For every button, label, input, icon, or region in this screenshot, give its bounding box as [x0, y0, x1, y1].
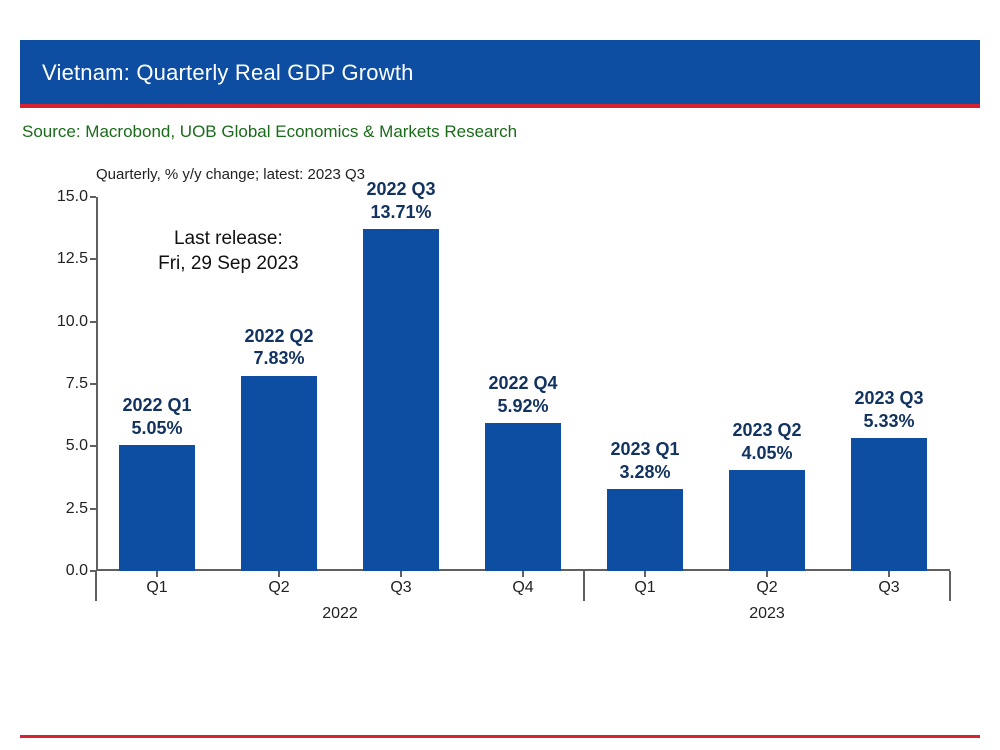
- y-tick-mark: [90, 508, 96, 510]
- x-tick-mark: [888, 571, 890, 577]
- bar-label-top: 2023 Q3: [854, 387, 923, 410]
- x-tick-mark: [156, 571, 158, 577]
- y-tick-mark: [90, 196, 96, 198]
- bar-label-bottom: 5.05%: [122, 417, 191, 440]
- bar: [729, 470, 805, 571]
- x-group-divider: [95, 571, 97, 601]
- bar-value-label: 2022 Q313.71%: [366, 178, 435, 223]
- bar: [363, 229, 439, 571]
- x-tick-mark: [278, 571, 280, 577]
- bar-label-top: 2022 Q3: [366, 178, 435, 201]
- source-line: Source: Macrobond, UOB Global Economics …: [20, 108, 980, 148]
- bar-label-bottom: 7.83%: [244, 347, 313, 370]
- chart-subtitle: Quarterly, % y/y change; latest: 2023 Q3: [20, 148, 980, 183]
- x-tick-mark: [522, 571, 524, 577]
- x-year-label: 2022: [322, 571, 358, 623]
- y-tick-mark: [90, 445, 96, 447]
- bar-label-bottom: 4.05%: [732, 442, 801, 465]
- bar: [119, 445, 195, 571]
- chart-frame: Vietnam: Quarterly Real GDP Growth Sourc…: [0, 0, 1000, 750]
- bar-label-bottom: 5.92%: [488, 395, 557, 418]
- bar: [851, 438, 927, 571]
- x-group-divider: [583, 571, 585, 601]
- bar-label-top: 2022 Q1: [122, 394, 191, 417]
- bar: [241, 376, 317, 571]
- bar-value-label: 2023 Q24.05%: [732, 419, 801, 464]
- y-tick-mark: [90, 383, 96, 385]
- annotation-line2: Fri, 29 Sep 2023: [158, 252, 298, 277]
- bar: [485, 423, 561, 571]
- bar-label-top: 2023 Q2: [732, 419, 801, 442]
- chart-title: Vietnam: Quarterly Real GDP Growth: [42, 60, 414, 85]
- bar-label-bottom: 13.71%: [366, 201, 435, 224]
- bar-label-top: 2022 Q4: [488, 372, 557, 395]
- x-group-divider: [949, 571, 951, 601]
- bar-value-label: 2022 Q15.05%: [122, 394, 191, 439]
- x-year-label: 2023: [749, 571, 785, 623]
- y-tick-mark: [90, 321, 96, 323]
- bar-value-label: 2023 Q13.28%: [610, 438, 679, 483]
- bar-value-label: 2022 Q45.92%: [488, 372, 557, 417]
- bar-label-bottom: 3.28%: [610, 461, 679, 484]
- bar-label-bottom: 5.33%: [854, 410, 923, 433]
- y-tick-mark: [90, 258, 96, 260]
- title-bar: Vietnam: Quarterly Real GDP Growth: [20, 40, 980, 104]
- chart-area: 2022 Q15.05%2022 Q27.83%2022 Q313.71%202…: [40, 187, 960, 657]
- bar-label-top: 2023 Q1: [610, 438, 679, 461]
- bar-label-top: 2022 Q2: [244, 325, 313, 348]
- x-tick-mark: [644, 571, 646, 577]
- annotation-line1: Last release:: [158, 227, 298, 252]
- bottom-rule: [20, 735, 980, 738]
- bar: [607, 489, 683, 571]
- plot-area: 2022 Q15.05%2022 Q27.83%2022 Q313.71%202…: [96, 197, 950, 571]
- x-tick-mark: [400, 571, 402, 577]
- bar-value-label: 2022 Q27.83%: [244, 325, 313, 370]
- release-annotation: Last release: Fri, 29 Sep 2023: [158, 227, 298, 276]
- bar-value-label: 2023 Q35.33%: [854, 387, 923, 432]
